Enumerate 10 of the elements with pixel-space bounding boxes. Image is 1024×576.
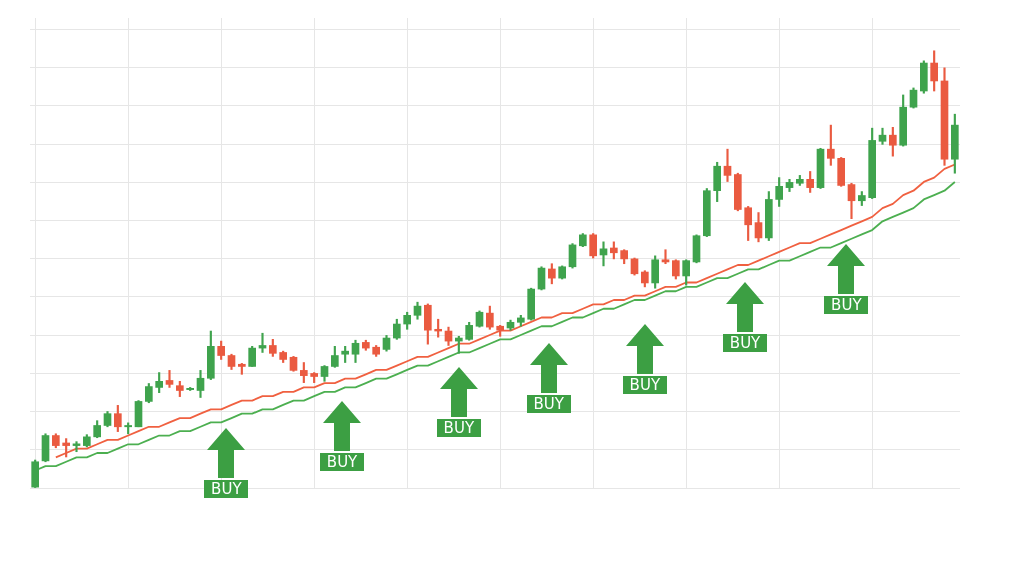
annotation: BUY	[320, 453, 365, 472]
candlestick	[661, 249, 670, 265]
annotation: BUY	[204, 479, 249, 498]
candlestick	[165, 370, 174, 388]
annotation: BUY	[436, 419, 481, 438]
candlestick	[723, 148, 732, 182]
annotation: BUY	[723, 333, 768, 352]
annotation: BUY	[824, 296, 869, 315]
annotation: BUY	[526, 395, 571, 414]
annotation: BUY	[622, 376, 667, 395]
